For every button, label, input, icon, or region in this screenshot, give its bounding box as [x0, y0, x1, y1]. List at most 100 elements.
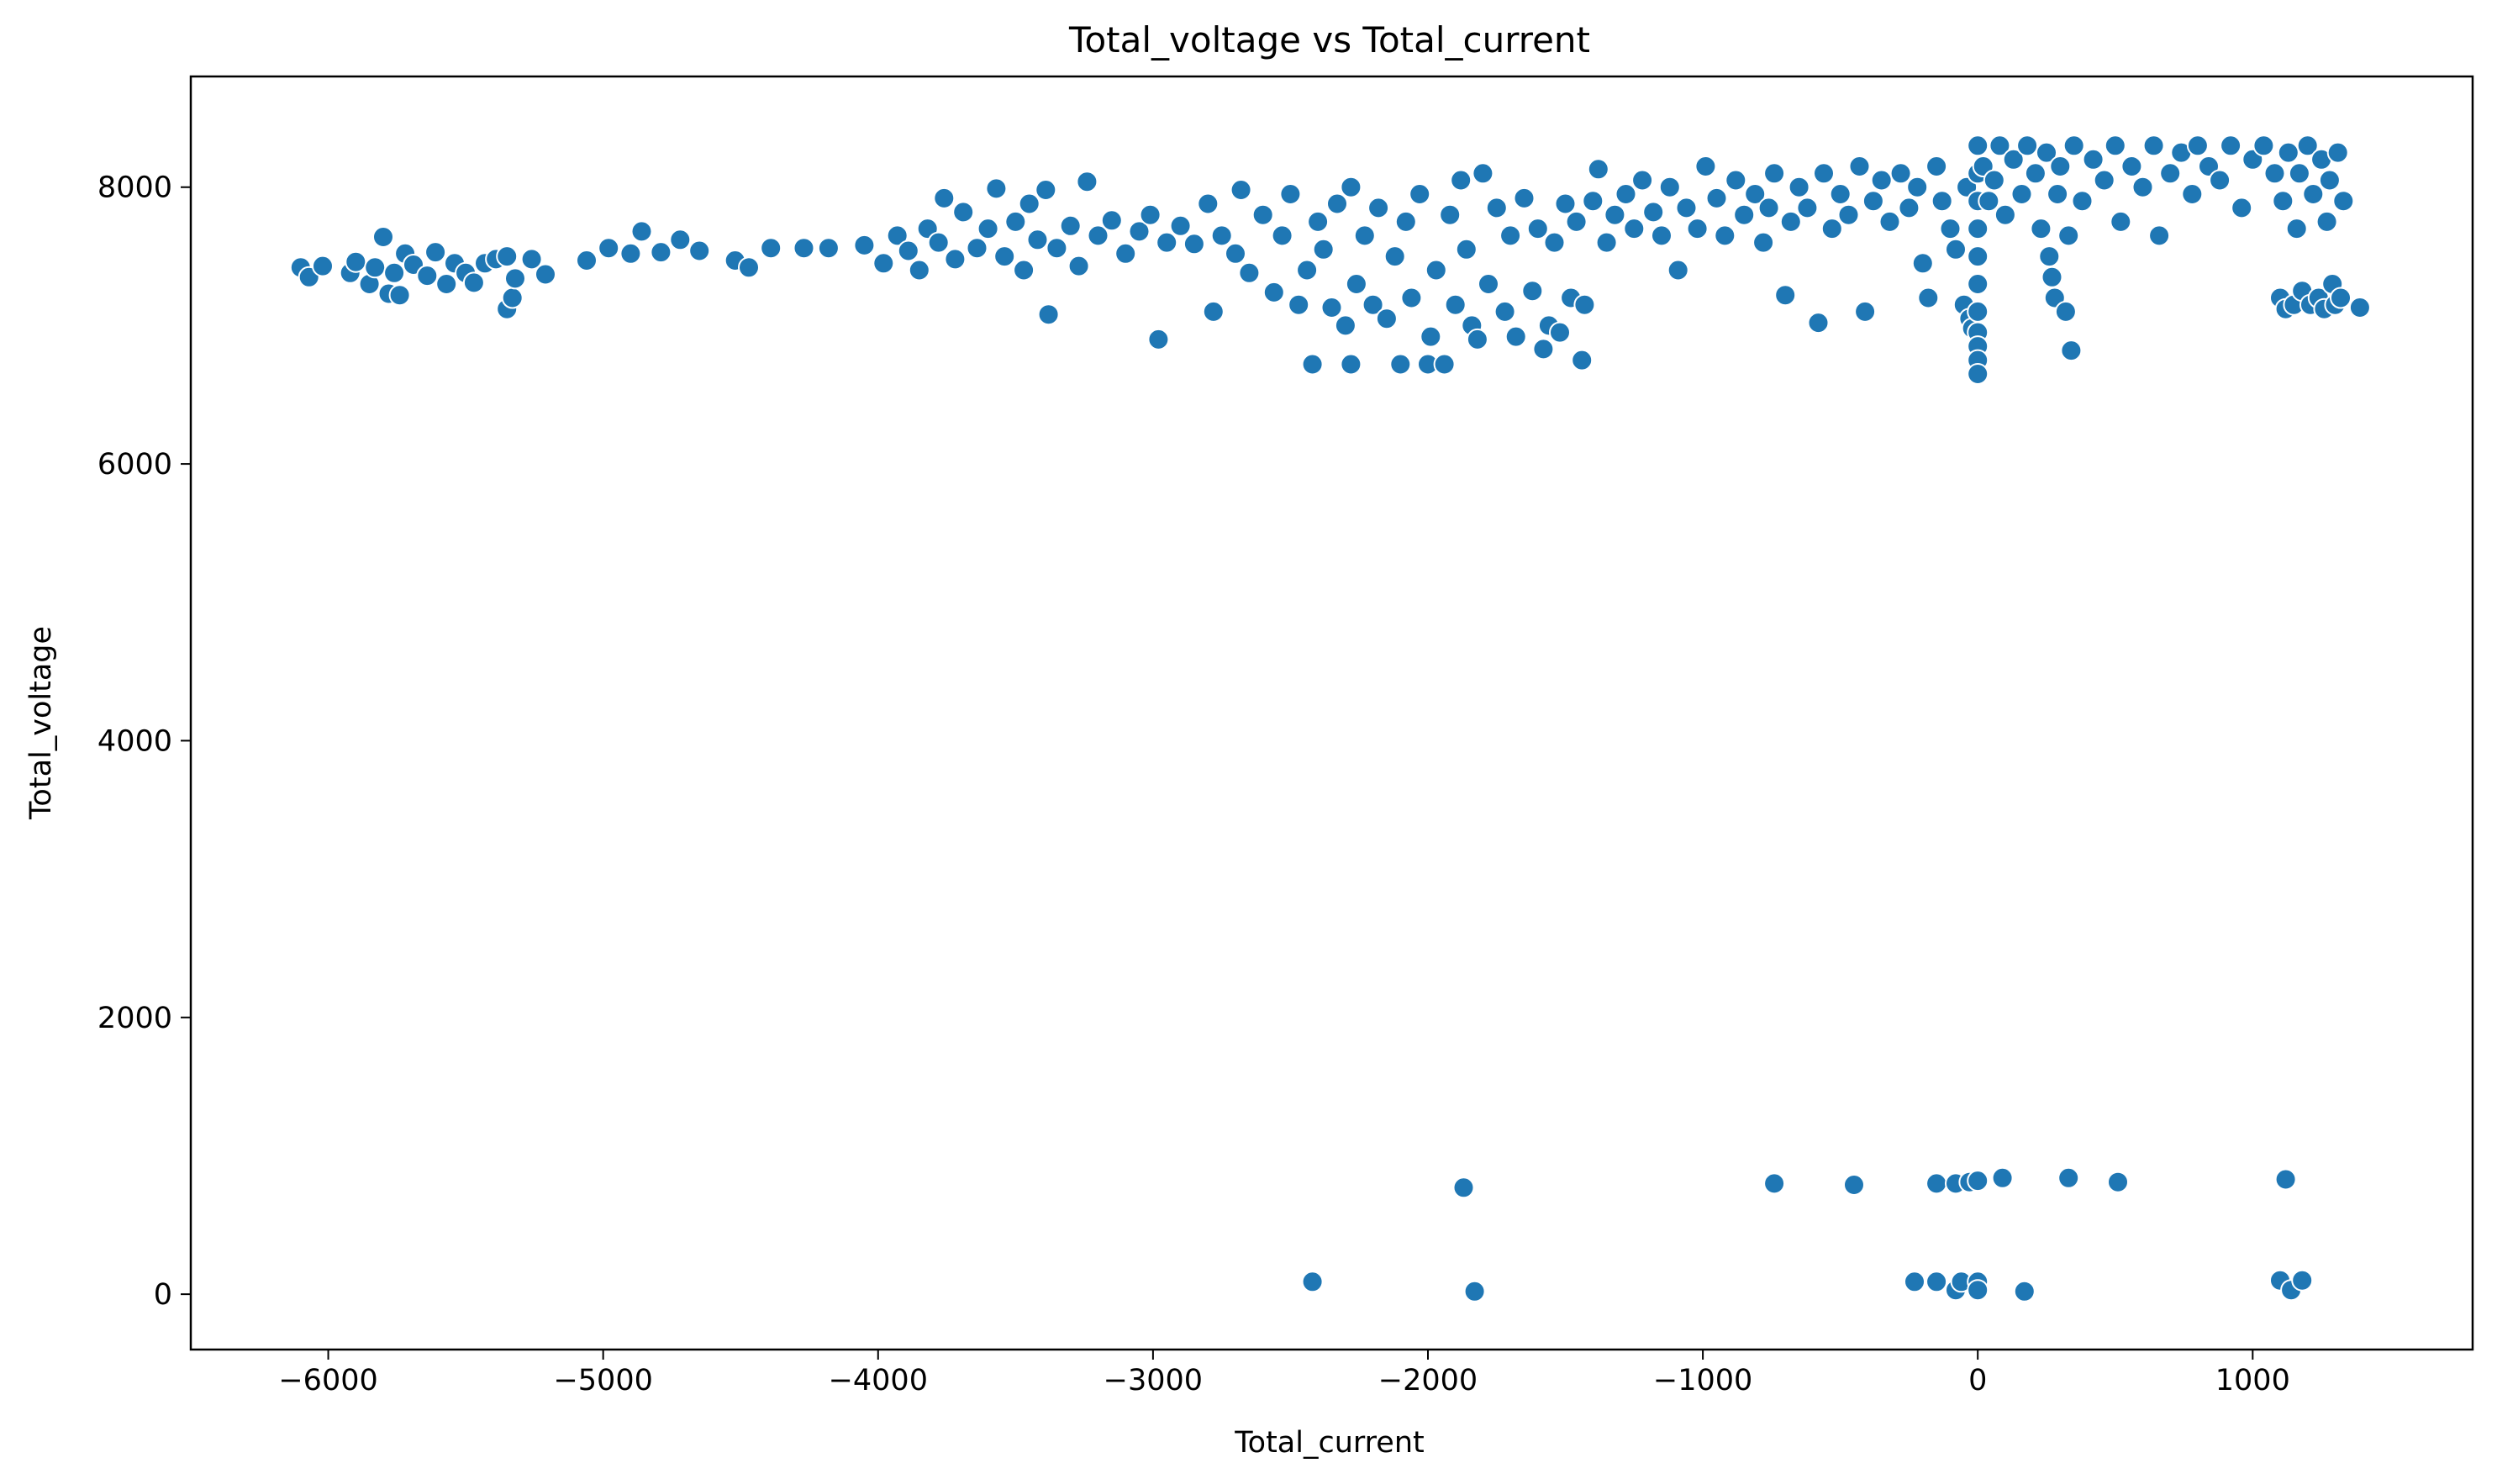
data-point — [1087, 224, 1109, 247]
data-point — [2291, 1269, 2314, 1292]
data-point — [383, 261, 406, 284]
data-point — [2332, 190, 2355, 213]
data-point — [1139, 203, 1162, 226]
data-point — [1018, 192, 1040, 215]
data-point — [908, 259, 930, 282]
data-point — [1444, 293, 1467, 316]
data-point — [2060, 339, 2083, 362]
data-point — [1989, 134, 2011, 157]
data-point — [1837, 203, 1860, 226]
data-point — [1967, 134, 1989, 157]
data-point — [2016, 134, 2039, 157]
data-point — [1334, 314, 1356, 337]
data-point — [1983, 169, 2005, 192]
data-point — [364, 256, 387, 279]
data-point — [1829, 183, 1852, 205]
data-point — [1878, 210, 1901, 233]
data-point — [2220, 134, 2242, 157]
data-point — [1279, 183, 1302, 205]
data-point — [1939, 218, 1962, 240]
data-point — [1595, 231, 1618, 254]
data-point — [1675, 197, 1698, 219]
x-tick-label: −2000 — [1378, 1364, 1478, 1397]
data-point — [1862, 190, 1884, 213]
data-point — [2041, 266, 2063, 288]
data-point — [1271, 224, 1293, 247]
data-point — [1439, 203, 1462, 226]
data-point — [1752, 231, 1775, 254]
ticks-layer: −6000 −5000 −4000 −3000 −2000 −1000 0 1000 0 2000… — [97, 171, 2290, 1397]
data-point — [1466, 328, 1488, 350]
data-point — [1013, 259, 1035, 282]
data-point — [977, 218, 999, 240]
data-point — [2318, 169, 2341, 192]
data-point — [1651, 224, 1673, 247]
data-point — [1843, 1174, 1865, 1196]
data-point — [1667, 259, 1689, 282]
data-point — [966, 237, 988, 260]
data-point — [1156, 231, 1178, 254]
data-point — [2024, 162, 2047, 185]
data-point — [2296, 134, 2319, 157]
data-point — [1362, 293, 1384, 316]
data-point — [1383, 245, 1406, 268]
data-point — [1046, 237, 1068, 260]
data-point — [1967, 1279, 1989, 1302]
data-point — [1147, 328, 1170, 350]
data-point — [1994, 203, 2016, 226]
data-point — [2002, 148, 2025, 171]
data-point — [1642, 201, 1665, 224]
data-point — [1455, 238, 1478, 260]
data-point — [2302, 183, 2325, 205]
x-tick-label: −3000 — [1104, 1364, 1203, 1397]
data-point — [2326, 141, 2349, 164]
data-point — [2181, 183, 2204, 205]
data-point — [1967, 1170, 1989, 1192]
data-point — [2054, 300, 2077, 323]
data-point — [1004, 210, 1027, 233]
data-point — [1991, 1166, 2014, 1189]
data-point — [2277, 141, 2299, 164]
data-point — [933, 187, 956, 209]
data-point — [2131, 176, 2154, 198]
data-point — [1925, 1172, 1948, 1195]
data-point — [1631, 169, 1654, 192]
data-point — [1925, 155, 1948, 177]
data-point — [1820, 218, 1843, 240]
data-point — [1925, 1271, 1948, 1293]
data-point — [1312, 238, 1335, 260]
data-point — [1774, 284, 1797, 307]
data-point — [886, 224, 909, 247]
data-point — [2093, 169, 2115, 192]
data-point — [1076, 171, 1098, 193]
data-point — [2036, 141, 2057, 164]
data-point — [650, 241, 672, 264]
chart-title: Total_voltage vs Total_current — [1068, 19, 1590, 61]
data-point — [2272, 190, 2294, 213]
data-point — [1870, 169, 1893, 192]
data-point — [738, 256, 760, 279]
data-point — [1848, 155, 1871, 177]
data-point — [1904, 1271, 1925, 1293]
data-point — [1493, 300, 1516, 323]
data-point — [1694, 155, 1717, 177]
data-point — [1744, 183, 1767, 205]
data-point — [1225, 242, 1246, 265]
data-point — [1779, 210, 1802, 233]
data-point — [1197, 192, 1220, 215]
data-point — [1114, 242, 1137, 265]
data-point — [1573, 293, 1596, 316]
data-point — [2082, 148, 2105, 171]
data-point — [1452, 1176, 1475, 1199]
y-tick-label: 8000 — [97, 171, 172, 205]
data-point — [1733, 203, 1756, 226]
data-point — [1543, 231, 1566, 254]
data-point — [2285, 218, 2308, 240]
data-point — [1705, 187, 1728, 209]
data-point — [2274, 1168, 2297, 1191]
axes-frame — [189, 75, 2474, 1351]
data-point — [1169, 214, 1192, 237]
data-point — [1532, 338, 1555, 360]
data-point — [1967, 363, 1989, 385]
